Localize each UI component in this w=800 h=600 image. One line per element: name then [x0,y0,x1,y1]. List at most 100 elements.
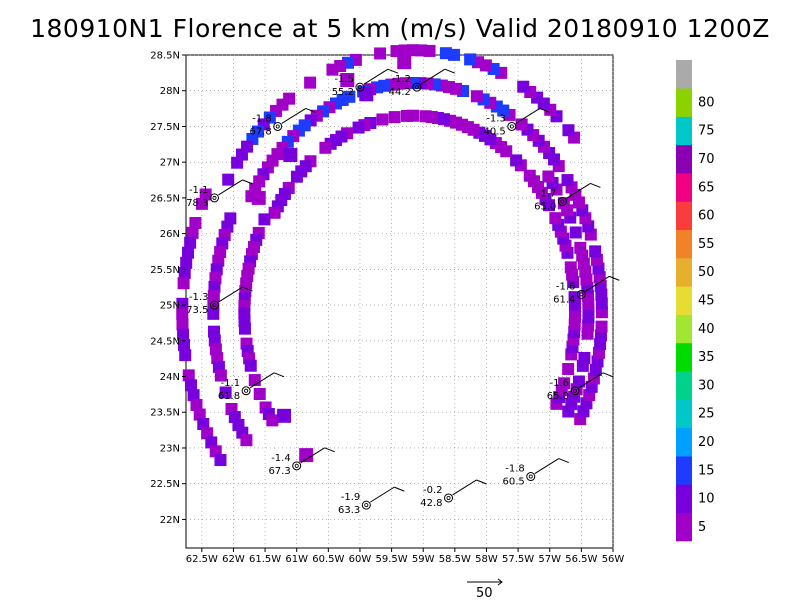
station-bottom-value: 44.2 [389,87,411,98]
wind-cell [268,206,281,219]
wind-cell [193,408,206,421]
wind-cell [176,297,189,310]
wind-cell [517,80,530,93]
x-tick-label: 62W [222,554,245,565]
wind-cell [582,311,595,324]
station-markers: -1.5 55.2 -1.2 44.2 -1.8 67.8 -1.3 40.5 -1.1 78.3… [186,68,620,516]
station-top-value: -1.9 [341,492,361,503]
station-bottom-value: 61.8 [218,391,240,402]
wind-barb [420,68,446,85]
colorbar-label: 40 [698,322,715,337]
colorbar-swatch [676,484,692,514]
wind-cell [304,76,317,89]
colorbar-swatch [676,371,692,400]
x-tick-label: 61.5W [249,554,281,565]
station-marker: -1.1 61.8 [218,372,285,402]
wind-cell [562,363,575,376]
colorbar-swatch [676,399,692,429]
wind-cell [186,226,199,239]
wind-cell [244,359,257,372]
station-marker: -1.2 44.2 [389,68,456,98]
wind-barb-flag [609,275,620,281]
station-bottom-value: 55.2 [332,87,354,98]
station-marker: -1.1 78.3 [186,179,253,209]
station-dot [509,124,514,129]
station-marker: -1.6 65.0 [547,372,614,402]
wind-cell [195,197,208,210]
station-top-value: -1.4 [271,453,291,464]
station-bottom-value: 65.0 [534,201,556,212]
station-marker: -1.8 60.5 [502,458,569,488]
station-dot [528,474,533,479]
colorbar-swatch [676,201,692,231]
station-dot [212,303,217,308]
wind-barb [218,286,243,303]
wind-cell [326,63,339,76]
wind-cell [352,121,365,134]
colorbar-label: 5 [698,520,706,535]
wind-cell [219,386,232,399]
wind-cell [558,377,571,390]
station-bottom-value: 61.4 [553,294,575,305]
station-dot [294,463,299,468]
y-tick-label: 26N [160,229,180,240]
wind-cell [569,226,582,239]
colorbar-label: 55 [698,237,715,252]
station-bottom-value: 67.3 [268,466,290,477]
wind-cell [231,156,244,169]
station-top-value: -1.3 [486,113,506,124]
station-marker: -0.2 42.8 [420,479,487,509]
station-circle [355,82,365,92]
x-tick-label: 60W [349,554,372,565]
y-tick-label: 23.5N [150,408,180,419]
station-marker: -1.3 40.5 [484,107,550,137]
wind-cell [576,249,589,262]
wind-cell [290,170,303,183]
wind-cell [390,45,403,58]
wind-barb-flag [558,458,569,464]
wind-cell [214,369,227,382]
wind-barb [300,447,325,464]
wind-cell [252,226,265,239]
x-tick-label: 62.5W [186,554,218,565]
wind-cell [464,53,477,66]
station-bottom-value: 60.5 [502,477,524,488]
wind-cell [238,322,251,335]
colorbar-swatch [676,144,692,174]
colorbar-swatch [676,88,692,117]
station-dot [357,85,362,90]
colorbar-swatch [676,229,692,259]
wind-cell [177,328,190,341]
x-tick-label: 56.5W [565,554,597,565]
wind-cell [340,73,355,88]
colorbar: 5 10 15 20 25 30 35 40 45 50 55 60 65 70 75 80 [676,60,715,542]
wind-cell [568,311,581,324]
wind-barb [370,486,395,503]
wind-cell [251,125,264,138]
wind-cell [207,307,220,320]
colorbar-swatch [676,427,692,457]
colorbar-swatch [676,512,692,542]
station-top-value: -1.5 [334,74,354,85]
wind-cell [245,248,258,261]
colorbar-swatch [676,342,692,372]
wind-cell [197,418,210,431]
station-circle [570,386,580,396]
wind-barb-flag [324,447,335,453]
station-top-value: -1.6 [550,378,570,389]
wind-barb-flag [394,486,405,492]
wind-barb-flag [387,68,399,74]
station-marker: -1.3 73.5 [186,286,253,316]
arrow-scale-label: 50 [476,586,493,600]
wind-barb [452,479,477,496]
wind-cell [178,266,191,279]
wind-barb-flag [242,179,253,185]
wind-cell [190,398,203,411]
wind-cell [184,379,197,392]
wind-barb-flag [590,183,601,188]
station-top-value: -1.8 [505,464,525,475]
arrow-scale: 50 [467,578,503,600]
x-tick-label: 57W [538,554,561,565]
wind-cell [201,427,214,440]
station-bottom-value: 73.5 [186,305,208,316]
